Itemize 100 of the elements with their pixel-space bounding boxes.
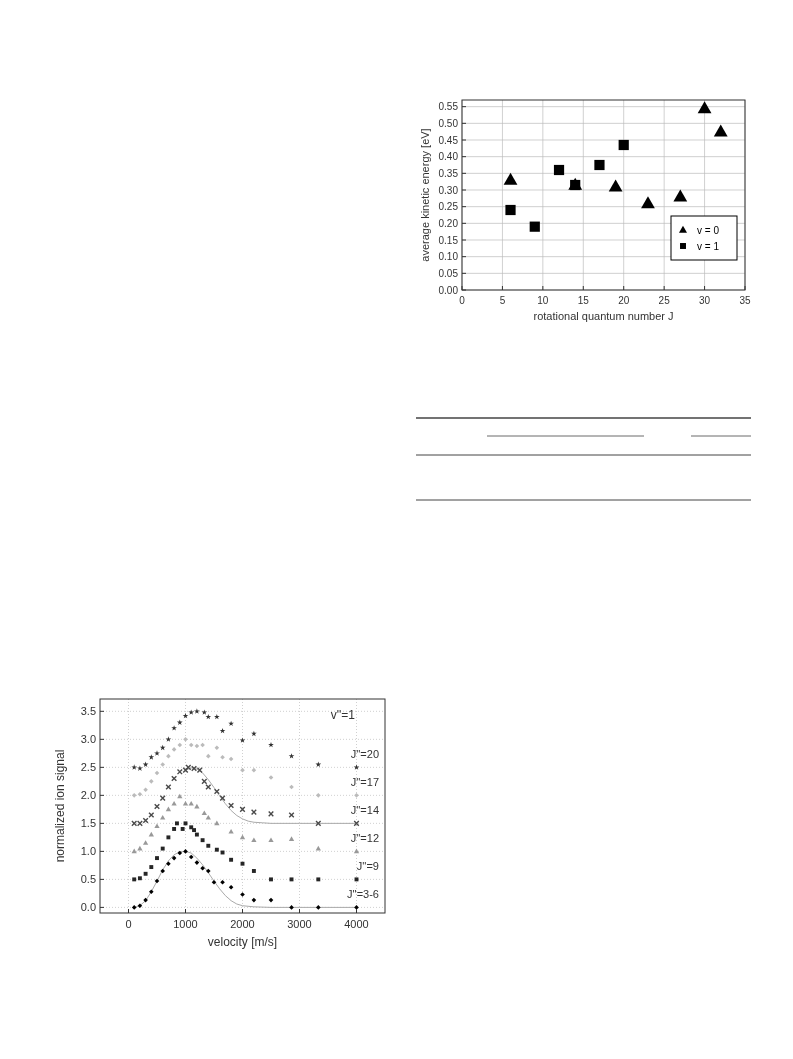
point — [131, 764, 138, 770]
point — [353, 764, 360, 770]
x-tick-label: 5 — [499, 295, 506, 306]
point — [177, 742, 183, 748]
point — [315, 761, 322, 767]
x-tick-label: 10 — [537, 295, 549, 306]
point — [194, 832, 199, 837]
point — [192, 828, 197, 833]
y-tick-label: 0.25 — [438, 201, 459, 213]
point — [142, 840, 149, 845]
point — [594, 159, 605, 171]
legend-label: v = 1 — [697, 241, 720, 252]
point — [159, 795, 166, 802]
point — [353, 848, 360, 854]
x-tick-label: 1000 — [173, 918, 198, 930]
point — [228, 720, 234, 727]
point — [180, 827, 185, 831]
point — [288, 836, 295, 841]
point — [160, 846, 165, 851]
point — [201, 810, 207, 816]
point — [288, 811, 295, 818]
point — [206, 753, 211, 759]
point — [183, 849, 188, 854]
point — [220, 754, 225, 760]
legend-label: v = 0 — [697, 225, 720, 236]
y-tick-label: 0.55 — [438, 101, 459, 113]
series-label: J''=12 — [350, 832, 379, 845]
x-tick-label: 20 — [618, 295, 630, 306]
point — [200, 838, 205, 843]
point — [154, 750, 160, 756]
series-label: J''=3-6 — [346, 888, 379, 901]
point — [206, 868, 211, 874]
point — [143, 871, 148, 876]
point — [240, 892, 245, 897]
point — [251, 767, 257, 773]
point — [154, 803, 160, 810]
y-tick-label: 3.0 — [80, 733, 96, 746]
y-tick-label: 0.10 — [438, 251, 459, 263]
point — [188, 854, 194, 860]
point — [183, 737, 188, 742]
series-label: J''=9 — [356, 860, 379, 873]
point — [214, 745, 220, 751]
point — [219, 727, 226, 734]
point — [160, 815, 166, 820]
x-tick-label: 25 — [658, 295, 671, 306]
point — [137, 876, 142, 881]
x-tick-label: 3000 — [287, 918, 312, 930]
y-tick-label: 0.5 — [80, 873, 96, 886]
point — [132, 877, 137, 882]
point — [239, 737, 246, 743]
point — [165, 783, 172, 790]
point — [228, 802, 235, 809]
point — [251, 897, 257, 903]
point — [149, 865, 154, 870]
point — [316, 877, 321, 882]
point — [149, 889, 154, 895]
point — [229, 857, 234, 862]
point — [189, 825, 194, 830]
point — [228, 884, 234, 890]
y-tick-label: 0.05 — [438, 267, 459, 279]
point — [228, 756, 234, 762]
point — [529, 221, 540, 232]
point — [194, 743, 200, 749]
point — [159, 744, 166, 751]
point — [175, 821, 179, 826]
point — [188, 801, 194, 806]
point — [505, 204, 516, 216]
y-tick-label: 0.00 — [438, 284, 459, 296]
point — [154, 823, 160, 829]
point — [354, 793, 359, 798]
point — [149, 779, 154, 784]
point — [205, 713, 212, 720]
point — [155, 856, 159, 861]
point — [673, 189, 688, 202]
point — [137, 791, 143, 797]
point — [166, 861, 171, 866]
point — [172, 827, 177, 831]
x-tick-label: 2000 — [230, 918, 255, 930]
y-tick-label: 0.30 — [438, 184, 459, 196]
y-tick-label: 0.15 — [438, 234, 459, 246]
x-tick-label: 4000 — [344, 918, 369, 930]
point — [160, 762, 165, 767]
point — [171, 801, 177, 806]
point — [171, 775, 178, 782]
point — [188, 709, 195, 715]
point — [211, 879, 217, 885]
y-tick-label: 0.35 — [438, 167, 459, 179]
point — [316, 905, 321, 910]
point — [228, 829, 234, 834]
point — [182, 801, 189, 806]
point — [137, 765, 143, 771]
point — [176, 719, 183, 725]
y-tick-label: 0.20 — [438, 217, 459, 229]
y-tick-label: 2.0 — [80, 789, 96, 802]
point — [165, 806, 172, 812]
point — [641, 196, 655, 209]
point — [194, 708, 200, 714]
point — [131, 905, 137, 910]
point — [214, 820, 220, 826]
point — [154, 770, 160, 776]
